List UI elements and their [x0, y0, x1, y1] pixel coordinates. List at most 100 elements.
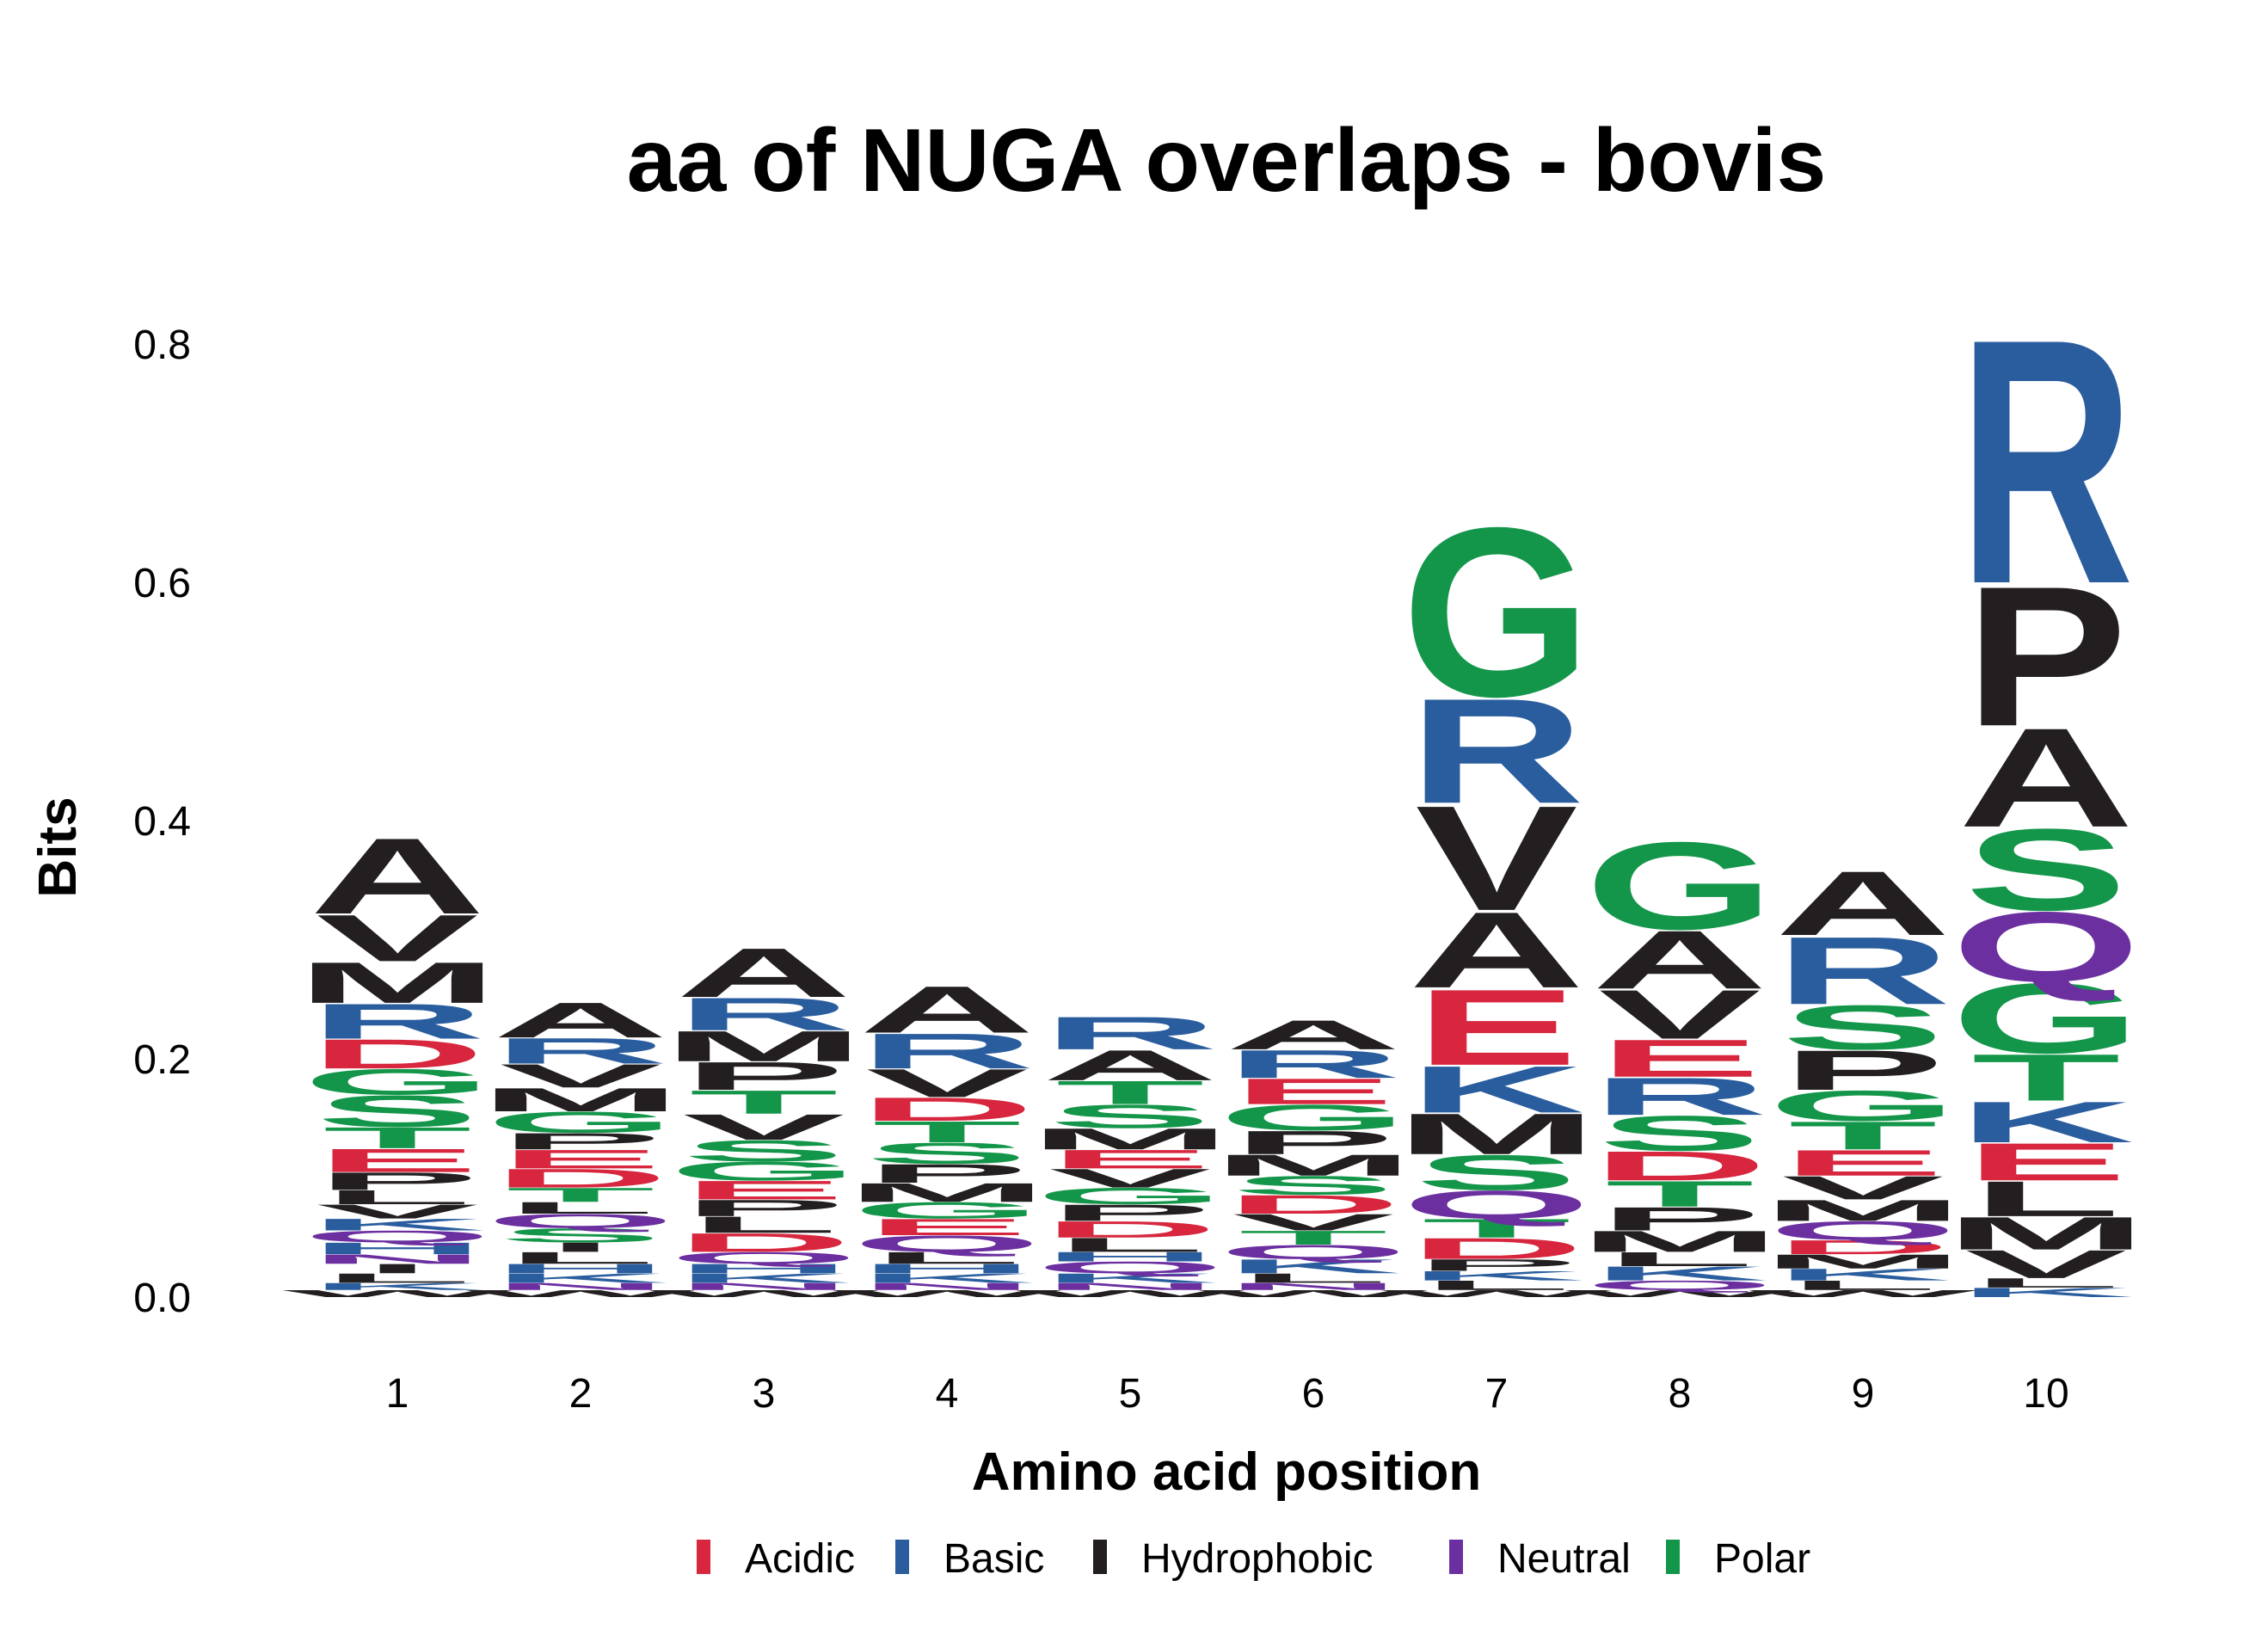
logo-letter: M — [1761, 1194, 1964, 1227]
logo-letter: N — [859, 1281, 1036, 1292]
logo-letter: A — [859, 973, 1036, 1047]
logo-letter: K — [1592, 1263, 1768, 1285]
y-tick-label: 0.2 — [133, 1037, 191, 1083]
logo-letter: P — [1049, 1200, 1212, 1226]
logo-letter: V — [866, 1061, 1029, 1105]
logo-letter: N — [1042, 1281, 1219, 1292]
logo-letter: P — [1782, 1039, 1945, 1103]
legend-label: Hydrophobic — [1141, 1536, 1373, 1582]
logo-letter: V — [317, 901, 479, 975]
legend-label: Acidic — [745, 1536, 855, 1582]
logo-letter: R — [310, 993, 486, 1049]
logo-letter: R — [1409, 667, 1585, 835]
logo-letter: E — [1232, 1071, 1395, 1111]
logo-letter: D — [493, 1164, 669, 1194]
logo-letter: K — [1958, 1285, 2135, 1300]
logo-letter: Q — [1585, 1278, 1774, 1293]
logo-letter: A — [1409, 890, 1585, 1011]
logo-letter: L — [1971, 1171, 2120, 1227]
logo-letter: A — [1042, 1042, 1219, 1090]
logo-letter: P — [683, 1195, 845, 1221]
x-tick-label: 10 — [2023, 1371, 2068, 1417]
logo-letter: R — [1592, 1067, 1768, 1126]
logo-letter: L — [506, 1199, 655, 1218]
logo-letter: E — [1049, 1144, 1212, 1174]
x-tick-label: 9 — [1852, 1371, 1875, 1417]
logo-letter: T — [1605, 1173, 1754, 1214]
x-tick-label: 4 — [936, 1371, 959, 1417]
logo-letter: K — [1775, 1265, 1951, 1284]
y-axis-title: Bits — [28, 796, 88, 897]
logo-letter: E — [683, 1175, 845, 1205]
x-tick-label: 1 — [386, 1371, 409, 1417]
x-tick-label: 7 — [1485, 1371, 1509, 1417]
logo-letter: L — [323, 1270, 471, 1285]
logo-letter: S — [683, 1135, 845, 1168]
logo-letter: N — [493, 1281, 669, 1292]
logo-letter: W — [1381, 1288, 1612, 1300]
logo-letter: W — [648, 1288, 879, 1300]
logo-letter: V — [500, 1057, 662, 1094]
logo-letter: H — [1042, 1249, 1219, 1264]
chart-title: aa of NUGA overlaps - bovis — [627, 111, 1827, 211]
logo-letter: K — [1409, 1269, 1585, 1283]
logo-letter: K — [859, 1270, 1036, 1285]
logo-letter: T — [1971, 1041, 2120, 1115]
logo-letter: G — [1402, 477, 1591, 747]
y-tick-label: 0.4 — [133, 799, 191, 845]
logo-letter: V — [317, 1201, 479, 1223]
logo-letter: Q — [669, 1249, 858, 1268]
logo-letter: G — [669, 1156, 858, 1186]
logo-letter: E — [317, 1142, 479, 1179]
logo-letter: R — [676, 988, 852, 1041]
logo-letter: D — [1226, 1190, 1402, 1220]
logo-letter: K — [310, 1281, 486, 1292]
logo-letter: L — [506, 1249, 655, 1268]
logo-letter: P — [500, 1128, 662, 1154]
logo-letter: K — [1409, 1053, 1585, 1127]
legend: Acidic Basic Hydrophobic Neutral Polar — [697, 1536, 1810, 1582]
logo-letter: K — [1226, 1255, 1402, 1277]
logo-letter: E — [1416, 968, 1578, 1088]
logo-letter: H — [859, 1261, 1036, 1276]
logo-letter: T — [1422, 1214, 1570, 1244]
legend-label: Basic — [943, 1536, 1044, 1582]
logo-letter: M — [1578, 1225, 1781, 1258]
logo-letter: L — [1238, 1270, 1387, 1285]
logo-letter: S — [1232, 1171, 1395, 1201]
legend-swatch — [1666, 1540, 1680, 1574]
logo-letter: R — [1958, 267, 2135, 657]
y-axis-ticks: 0.0 0.2 0.4 0.6 0.8 — [133, 323, 191, 1321]
y-tick-label: 0.6 — [133, 561, 191, 606]
logo-letter: N — [310, 1251, 486, 1266]
logo-letter: Q — [1768, 1216, 1958, 1246]
logo-letter: P — [1416, 1256, 1578, 1275]
logo-letter: G — [1219, 1098, 1408, 1138]
logo-letter: K — [310, 1215, 486, 1234]
logo-letter: M — [479, 1081, 682, 1118]
logo-letter: E — [1965, 1132, 2128, 1191]
logo-letter: K — [1958, 1090, 2135, 1155]
logo-letter: R — [859, 1024, 1036, 1079]
legend-swatch — [697, 1540, 710, 1574]
logo-letter: H — [310, 1239, 486, 1258]
logo-letter: S — [1782, 993, 1945, 1063]
logo-letter: S — [866, 1136, 1029, 1170]
logo-letter: Q — [1036, 1258, 1225, 1277]
logo-letter: D — [1592, 1143, 1768, 1190]
logo-letter: K — [1042, 1270, 1219, 1285]
logo-letter: P — [1965, 544, 2128, 767]
logo-letter: M — [1395, 1102, 1598, 1167]
logo-letter: I — [547, 1239, 615, 1254]
logo-letter: G — [852, 1197, 1042, 1223]
logo-letter: W — [832, 1288, 1062, 1300]
logo-letter: P — [1599, 1200, 1761, 1237]
x-tick-label: 8 — [1669, 1371, 1692, 1417]
logo-letter: G — [486, 1105, 675, 1139]
